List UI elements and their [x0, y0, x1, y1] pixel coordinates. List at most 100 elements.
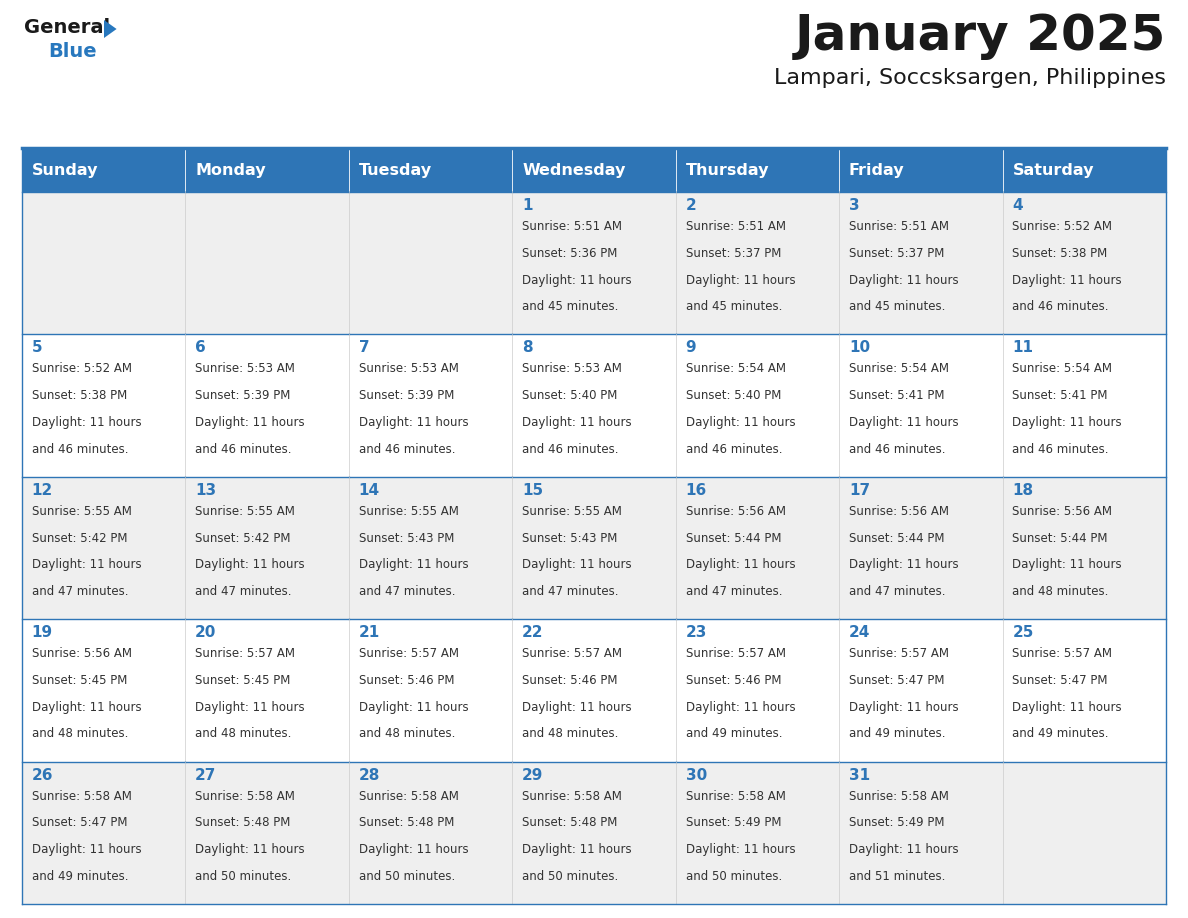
Bar	[185, 148, 349, 192]
Bar	[23, 192, 185, 334]
Bar	[185, 762, 349, 904]
Text: 23: 23	[685, 625, 707, 640]
Bar	[349, 476, 512, 620]
Text: Daylight: 11 hours: Daylight: 11 hours	[522, 843, 632, 856]
Text: Daylight: 11 hours: Daylight: 11 hours	[195, 700, 305, 713]
Bar	[839, 762, 1003, 904]
Bar	[676, 148, 839, 192]
Text: 15: 15	[522, 483, 543, 498]
Text: Saturday: Saturday	[1012, 162, 1094, 177]
Text: and 47 minutes.: and 47 minutes.	[685, 585, 782, 599]
Text: 25: 25	[1012, 625, 1034, 640]
Text: 19: 19	[32, 625, 53, 640]
Text: and 46 minutes.: and 46 minutes.	[195, 442, 292, 455]
Text: Sunset: 5:40 PM: Sunset: 5:40 PM	[685, 389, 781, 402]
Text: Sunset: 5:42 PM: Sunset: 5:42 PM	[195, 532, 291, 544]
Text: and 46 minutes.: and 46 minutes.	[1012, 300, 1108, 313]
Text: Sunset: 5:49 PM: Sunset: 5:49 PM	[685, 816, 781, 829]
Text: Sunset: 5:47 PM: Sunset: 5:47 PM	[849, 674, 944, 687]
Text: and 50 minutes.: and 50 minutes.	[522, 870, 618, 883]
Text: and 50 minutes.: and 50 minutes.	[359, 870, 455, 883]
Bar	[23, 476, 185, 620]
Text: Sunday: Sunday	[32, 162, 99, 177]
Text: Sunrise: 5:55 AM: Sunrise: 5:55 AM	[195, 505, 295, 518]
Text: January 2025: January 2025	[795, 12, 1165, 60]
Bar	[185, 476, 349, 620]
Text: and 50 minutes.: and 50 minutes.	[195, 870, 291, 883]
Text: 13: 13	[195, 483, 216, 498]
Text: and 47 minutes.: and 47 minutes.	[522, 585, 619, 599]
Text: Daylight: 11 hours: Daylight: 11 hours	[849, 416, 959, 429]
Bar	[23, 148, 185, 192]
Text: Sunset: 5:42 PM: Sunset: 5:42 PM	[32, 532, 127, 544]
Text: and 50 minutes.: and 50 minutes.	[685, 870, 782, 883]
Text: and 48 minutes.: and 48 minutes.	[32, 727, 128, 741]
Text: Daylight: 11 hours: Daylight: 11 hours	[522, 558, 632, 571]
Text: Daylight: 11 hours: Daylight: 11 hours	[849, 274, 959, 286]
Text: and 48 minutes.: and 48 minutes.	[522, 727, 619, 741]
Text: 3: 3	[849, 198, 860, 213]
Bar	[676, 334, 839, 476]
Text: Sunrise: 5:57 AM: Sunrise: 5:57 AM	[522, 647, 623, 660]
Text: Sunset: 5:45 PM: Sunset: 5:45 PM	[32, 674, 127, 687]
Polygon shape	[105, 20, 116, 38]
Bar	[512, 620, 676, 762]
Text: and 47 minutes.: and 47 minutes.	[32, 585, 128, 599]
Text: Sunrise: 5:56 AM: Sunrise: 5:56 AM	[849, 505, 949, 518]
Text: Sunrise: 5:56 AM: Sunrise: 5:56 AM	[685, 505, 785, 518]
Text: Sunrise: 5:51 AM: Sunrise: 5:51 AM	[685, 220, 785, 233]
Text: Sunset: 5:41 PM: Sunset: 5:41 PM	[1012, 389, 1108, 402]
Text: Sunrise: 5:57 AM: Sunrise: 5:57 AM	[849, 647, 949, 660]
Bar	[839, 620, 1003, 762]
Text: and 46 minutes.: and 46 minutes.	[522, 442, 619, 455]
Text: Sunset: 5:48 PM: Sunset: 5:48 PM	[522, 816, 618, 829]
Bar	[185, 334, 349, 476]
Text: Daylight: 11 hours: Daylight: 11 hours	[1012, 274, 1121, 286]
Text: Sunrise: 5:52 AM: Sunrise: 5:52 AM	[32, 363, 132, 375]
Text: Sunset: 5:38 PM: Sunset: 5:38 PM	[32, 389, 127, 402]
Text: Sunrise: 5:58 AM: Sunrise: 5:58 AM	[522, 789, 623, 802]
Text: Daylight: 11 hours: Daylight: 11 hours	[1012, 416, 1121, 429]
Text: Sunrise: 5:54 AM: Sunrise: 5:54 AM	[685, 363, 785, 375]
Text: 2: 2	[685, 198, 696, 213]
Bar	[1003, 334, 1165, 476]
Text: Daylight: 11 hours: Daylight: 11 hours	[849, 843, 959, 856]
Text: Sunset: 5:44 PM: Sunset: 5:44 PM	[1012, 532, 1108, 544]
Text: Daylight: 11 hours: Daylight: 11 hours	[522, 274, 632, 286]
Bar	[512, 334, 676, 476]
Text: Sunrise: 5:51 AM: Sunrise: 5:51 AM	[522, 220, 623, 233]
Text: 29: 29	[522, 767, 543, 783]
Text: and 49 minutes.: and 49 minutes.	[1012, 727, 1108, 741]
Text: and 47 minutes.: and 47 minutes.	[849, 585, 946, 599]
Text: Daylight: 11 hours: Daylight: 11 hours	[32, 558, 141, 571]
Text: Daylight: 11 hours: Daylight: 11 hours	[685, 558, 795, 571]
Text: 26: 26	[32, 767, 53, 783]
Text: 5: 5	[32, 341, 43, 355]
Bar	[839, 192, 1003, 334]
Text: and 45 minutes.: and 45 minutes.	[685, 300, 782, 313]
Text: Sunset: 5:38 PM: Sunset: 5:38 PM	[1012, 247, 1107, 260]
Text: Sunset: 5:46 PM: Sunset: 5:46 PM	[685, 674, 781, 687]
Text: Sunrise: 5:53 AM: Sunrise: 5:53 AM	[522, 363, 623, 375]
Text: Friday: Friday	[849, 162, 904, 177]
Bar	[1003, 476, 1165, 620]
Text: Sunrise: 5:52 AM: Sunrise: 5:52 AM	[1012, 220, 1112, 233]
Text: 20: 20	[195, 625, 216, 640]
Text: and 47 minutes.: and 47 minutes.	[359, 585, 455, 599]
Text: Sunset: 5:46 PM: Sunset: 5:46 PM	[522, 674, 618, 687]
Text: Sunset: 5:49 PM: Sunset: 5:49 PM	[849, 816, 944, 829]
Text: Sunset: 5:43 PM: Sunset: 5:43 PM	[359, 532, 454, 544]
Text: Sunset: 5:39 PM: Sunset: 5:39 PM	[195, 389, 291, 402]
Text: Daylight: 11 hours: Daylight: 11 hours	[685, 274, 795, 286]
Text: Daylight: 11 hours: Daylight: 11 hours	[359, 558, 468, 571]
Text: Blue: Blue	[48, 42, 96, 61]
Text: 28: 28	[359, 767, 380, 783]
Text: Sunrise: 5:55 AM: Sunrise: 5:55 AM	[522, 505, 623, 518]
Text: Daylight: 11 hours: Daylight: 11 hours	[1012, 700, 1121, 713]
Text: 11: 11	[1012, 341, 1034, 355]
Text: and 45 minutes.: and 45 minutes.	[849, 300, 946, 313]
Text: Daylight: 11 hours: Daylight: 11 hours	[1012, 558, 1121, 571]
Text: Daylight: 11 hours: Daylight: 11 hours	[195, 558, 305, 571]
Text: Sunrise: 5:57 AM: Sunrise: 5:57 AM	[195, 647, 296, 660]
Text: Daylight: 11 hours: Daylight: 11 hours	[522, 700, 632, 713]
